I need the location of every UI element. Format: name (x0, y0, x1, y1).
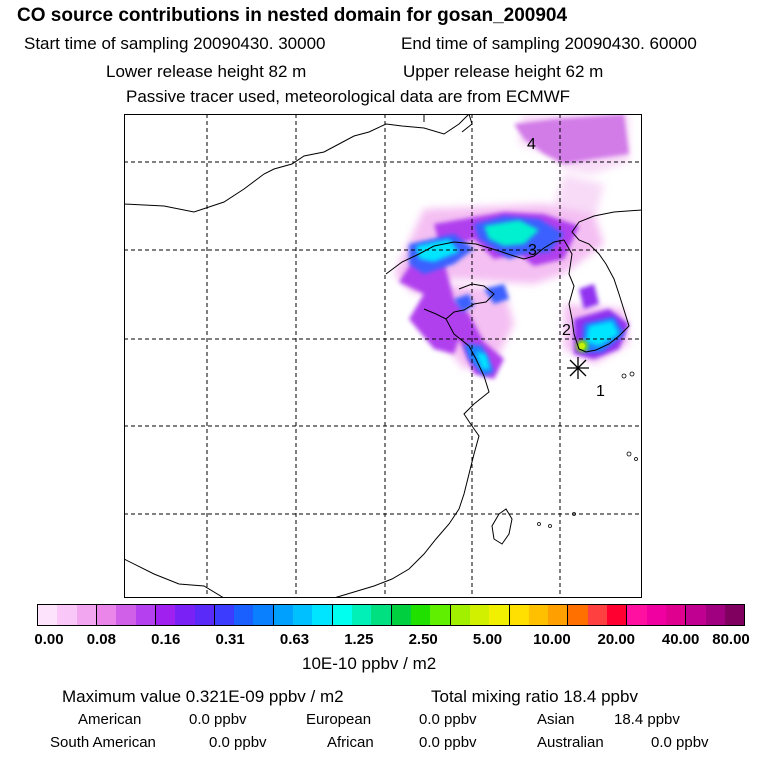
colorbar-segment (135, 605, 156, 625)
tracer-note: Passive tracer used, meteorological data… (126, 87, 571, 106)
colorbar-segment (234, 605, 254, 625)
colorbar-segment (587, 605, 608, 625)
colorbar-segment (253, 605, 274, 625)
chart-title: CO source contributions in nested domain… (17, 5, 568, 26)
colorbar-segment (76, 605, 97, 625)
colorbar-tick-label: 10.00 (533, 631, 571, 648)
colorbar-tick-label: 1.25 (344, 631, 374, 648)
colorbar-segment (528, 605, 549, 625)
total-mixing-ratio: Total mixing ratio 18.4 ppbv (431, 687, 638, 706)
max-value: Maximum value 0.321E-09 ppbv / m2 (62, 687, 344, 706)
colorbar-tick-label: 0.16 (151, 631, 181, 648)
marker-label-2: 2 (562, 322, 571, 339)
colorbar-segment (430, 605, 451, 625)
african-label: African (327, 734, 374, 751)
colorbar-segment (194, 605, 215, 625)
colorbar (37, 604, 745, 626)
european-value: 0.0 ppbv (419, 711, 477, 728)
colorbar-segment (450, 605, 470, 625)
european-label: European (306, 711, 372, 728)
colorbar-segment (410, 605, 431, 625)
colorbar-segment (332, 605, 352, 625)
australian-value: 0.0 ppbv (651, 734, 709, 751)
american-value: 0.0 ppbv (189, 711, 247, 728)
asian-label: Asian (537, 711, 575, 728)
colorbar-segment (607, 605, 628, 625)
colorbar-segment (724, 605, 745, 625)
colorbar-tick-label: 0.63 (279, 631, 310, 648)
colorbar-segment (371, 605, 392, 625)
colorbar-segment (666, 605, 687, 625)
colorbar-segment (57, 605, 77, 625)
colorbar-tick-label: 0.00 (34, 631, 64, 648)
colorbar-tick-label: 2.50 (408, 631, 438, 648)
colorbar-segment (627, 605, 647, 625)
colorbar-segment (469, 605, 490, 625)
south-american-value: 0.0 ppbv (209, 734, 267, 751)
concentration-plume (394, 114, 629, 379)
asian-value: 18.4 ppbv (614, 711, 680, 728)
colorbar-segment (705, 605, 725, 625)
colorbar-segment (155, 605, 176, 625)
colorbar-units: 10E-10 ppbv / m2 (302, 654, 437, 673)
colorbar-tick-label: 0.31 (215, 631, 245, 648)
colorbar-segment (391, 605, 411, 625)
colorbar-segment (38, 605, 58, 625)
marker-label-4: 4 (527, 136, 536, 153)
marker-label-1: 1 (596, 383, 605, 400)
colorbar-segment (312, 605, 333, 625)
australian-label: Australian (537, 734, 604, 751)
colorbar-segment (509, 605, 529, 625)
colorbar-segment (96, 605, 117, 625)
lower-height-label: Lower release height 82 m (106, 62, 307, 81)
colorbar-tick-label: 5.00 (472, 631, 503, 648)
colorbar-tick-label: 40.00 (661, 631, 700, 648)
colorbar-segment (273, 605, 294, 625)
colorbar-tick-label: 80.00 (712, 631, 750, 648)
colorbar-segment (214, 605, 235, 625)
end-time-label: End time of sampling 20090430. 60000 (401, 34, 697, 53)
colorbar-segment (116, 605, 136, 625)
colorbar-segment (646, 605, 666, 625)
colorbar-tick-label: 20.00 (597, 631, 636, 648)
colorbar-segment (686, 605, 706, 625)
map-frame (124, 114, 642, 598)
graticule (124, 114, 642, 598)
map-panel: 4 3 2 1 (124, 114, 642, 598)
colorbar-segment (568, 605, 588, 625)
african-value: 0.0 ppbv (419, 734, 477, 751)
colorbar-segment (352, 605, 372, 625)
marker-label-3: 3 (528, 242, 537, 259)
coastlines (124, 114, 642, 598)
american-label: American (78, 711, 142, 728)
colorbar-segment (548, 605, 569, 625)
colorbar-tick-label: 0.08 (86, 631, 116, 648)
islands (537, 371, 638, 528)
colorbar-segment (293, 605, 313, 625)
start-time-label: Start time of sampling 20090430. 30000 (24, 34, 326, 53)
gosan-site-marker (567, 357, 589, 379)
upper-height-label: Upper release height 62 m (403, 62, 604, 81)
south-american-label: South American (50, 734, 156, 751)
colorbar-segment (175, 605, 195, 625)
colorbar-segment (489, 605, 510, 625)
